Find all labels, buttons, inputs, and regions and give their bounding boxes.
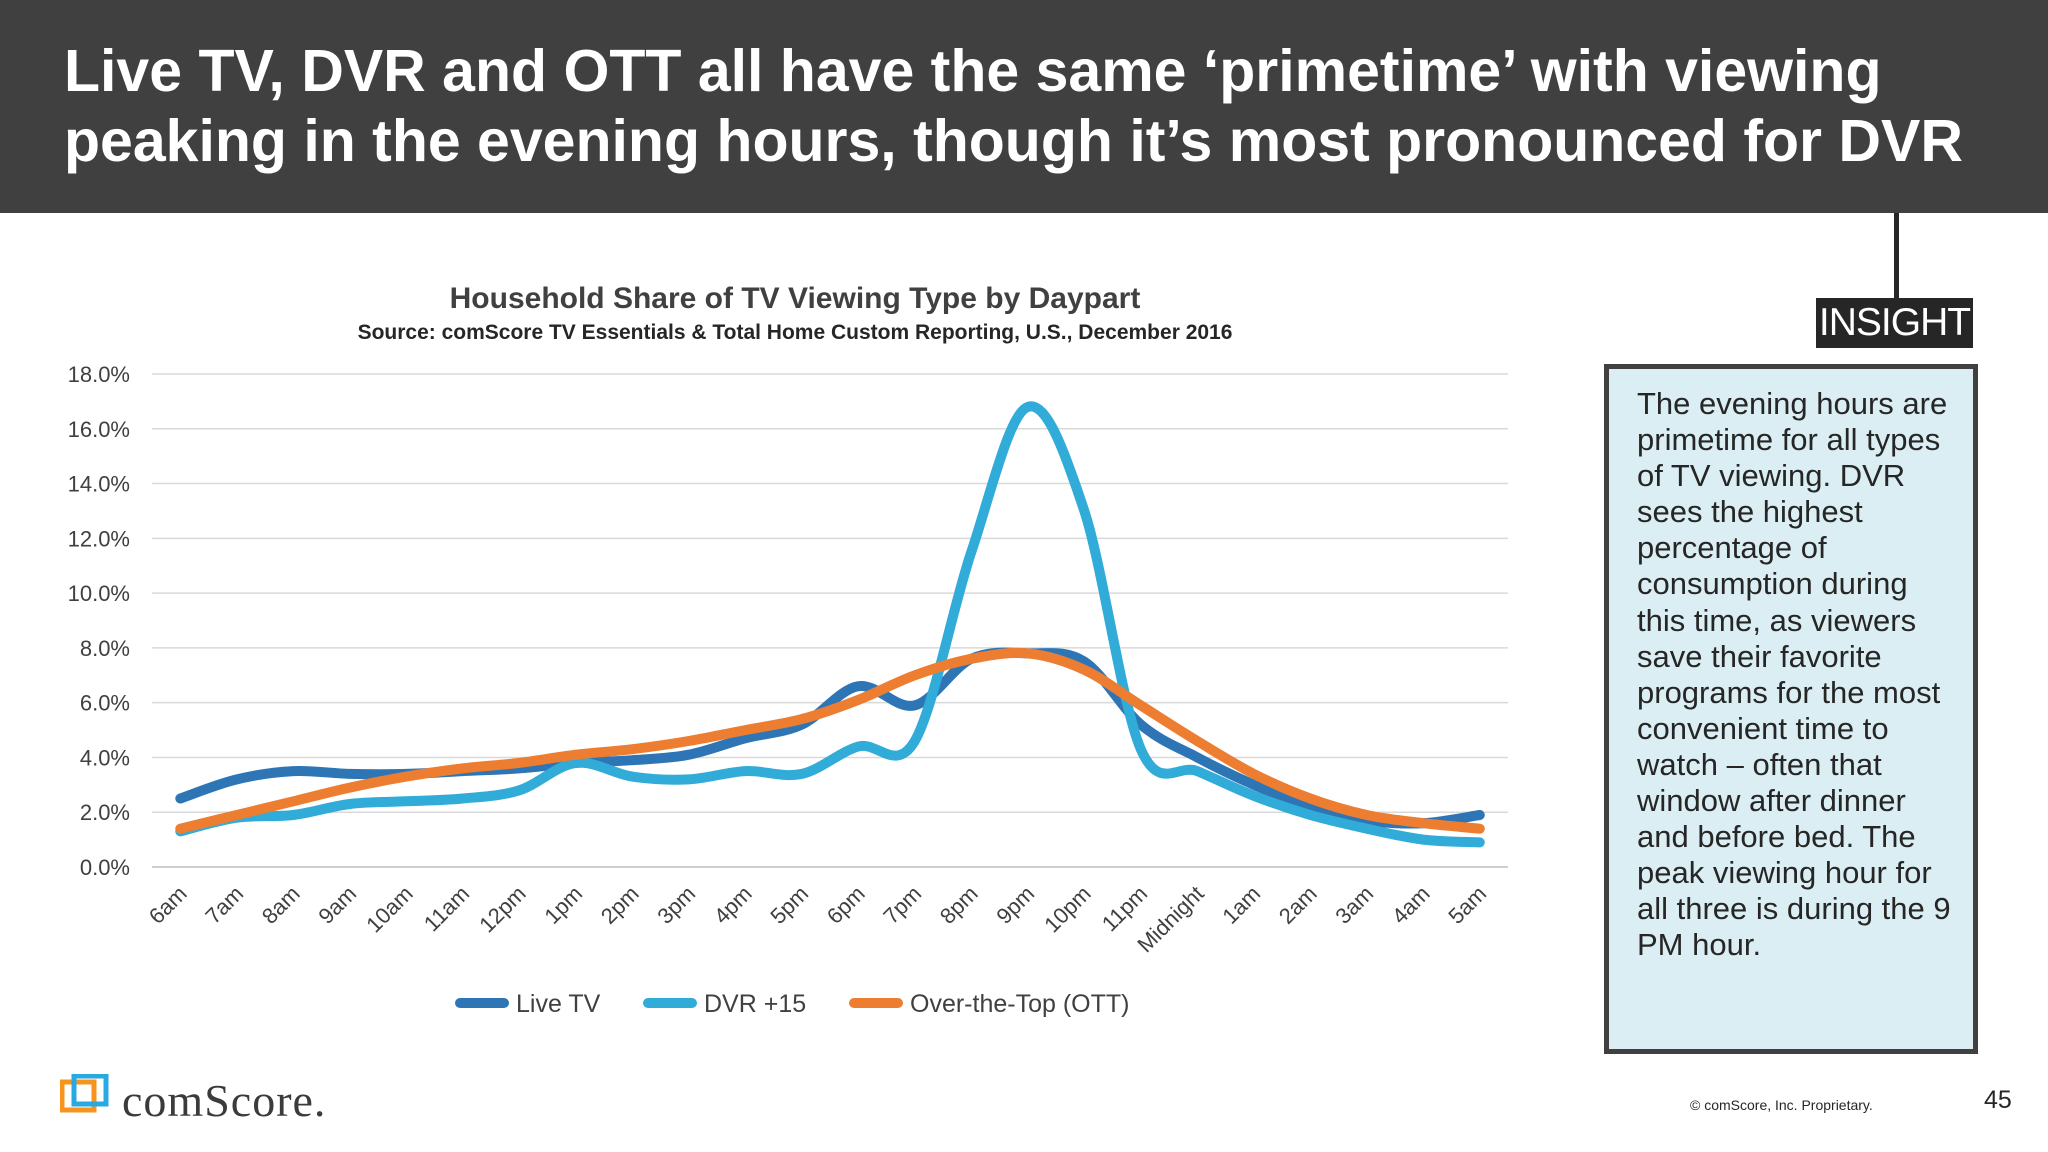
series-line-over-the-top-ott (175, 647, 1485, 834)
x-tick-label: 5am (1443, 881, 1491, 929)
x-tick-label: 3am (1330, 881, 1378, 929)
y-tick-label: 8.0% (80, 636, 130, 661)
x-tick-label: 6am (144, 881, 192, 929)
y-axis-ticks: 0.0% 2.0% 4.0% 6.0% 8.0% 10.0% 12.0% 14.0% 16.0%… (68, 362, 130, 880)
y-tick-label: 12.0% (68, 526, 130, 551)
x-tick-label: 1am (1217, 881, 1265, 929)
insight-text: The evening hours are primetime for all … (1637, 386, 1951, 963)
legend-label: DVR +15 (704, 990, 806, 1018)
x-tick-label: 10pm (1039, 881, 1096, 938)
x-tick-label: 12pm (474, 881, 531, 938)
series-lines (175, 401, 1485, 848)
x-tick-label: 5pm (765, 881, 813, 929)
chart-title: Household Share of TV Viewing Type by Da… (450, 282, 1141, 315)
title-bar (0, 0, 2048, 213)
insight-box (1604, 364, 1978, 1054)
legend-label: Over-the-Top (OTT) (910, 990, 1129, 1018)
x-tick-label: 9am (313, 881, 361, 929)
x-tick-label: 2pm (596, 881, 644, 929)
x-axis-ticks: 6am 7am 8am 9am 10am 11am 12pm 1pm 2pm 3pm 4pm 5pm 6… (144, 881, 1491, 957)
x-tick-label: 8am (257, 881, 305, 929)
y-tick-label: 2.0% (80, 800, 130, 825)
legend-label: Live TV (516, 990, 601, 1018)
x-tick-label: 4am (1387, 881, 1435, 929)
legend: Live TV DVR +15 Over-the-Top (OTT) (455, 990, 1129, 1018)
x-tick-label: 8pm (935, 881, 983, 929)
x-tick-label: 7pm (878, 881, 926, 929)
x-tick-label: 6pm (822, 881, 870, 929)
y-tick-label: 0.0% (80, 855, 130, 880)
page-number: 45 (1984, 1086, 2012, 1114)
x-tick-label: 7am (200, 881, 248, 929)
comscore-logo-icon (60, 1074, 109, 1113)
x-tick-label: 3pm (652, 881, 700, 929)
line-chart: Household Share of TV Viewing Type by Da… (68, 282, 1508, 1018)
slide-title: Live TV, DVR and OTT all have the same ‘… (64, 38, 1963, 174)
insight-connector-line (1894, 213, 1899, 299)
x-tick-label: 10am (361, 881, 418, 938)
y-tick-label: 16.0% (68, 417, 130, 442)
insight-label: INSIGHT (1816, 298, 1973, 348)
x-tick-label: 9pm (991, 881, 1039, 929)
y-tick-label: 18.0% (68, 362, 130, 387)
x-tick-label: 11am (419, 881, 474, 936)
y-tick-label: 4.0% (80, 745, 130, 770)
x-tick-label: 4pm (709, 881, 757, 929)
y-tick-label: 10.0% (68, 581, 130, 606)
x-tick-label: 1pm (539, 881, 587, 929)
y-tick-label: 6.0% (80, 691, 130, 716)
x-tick-label: 2am (1274, 881, 1322, 929)
logo-text: comScore. (122, 1075, 327, 1126)
chart-subtitle: Source: comScore TV Essentials & Total H… (358, 321, 1233, 344)
y-tick-label: 14.0% (68, 472, 130, 497)
copyright-notice: © comScore, Inc. Proprietary. (1690, 1097, 1873, 1113)
series-line-dvr-15 (175, 401, 1485, 848)
